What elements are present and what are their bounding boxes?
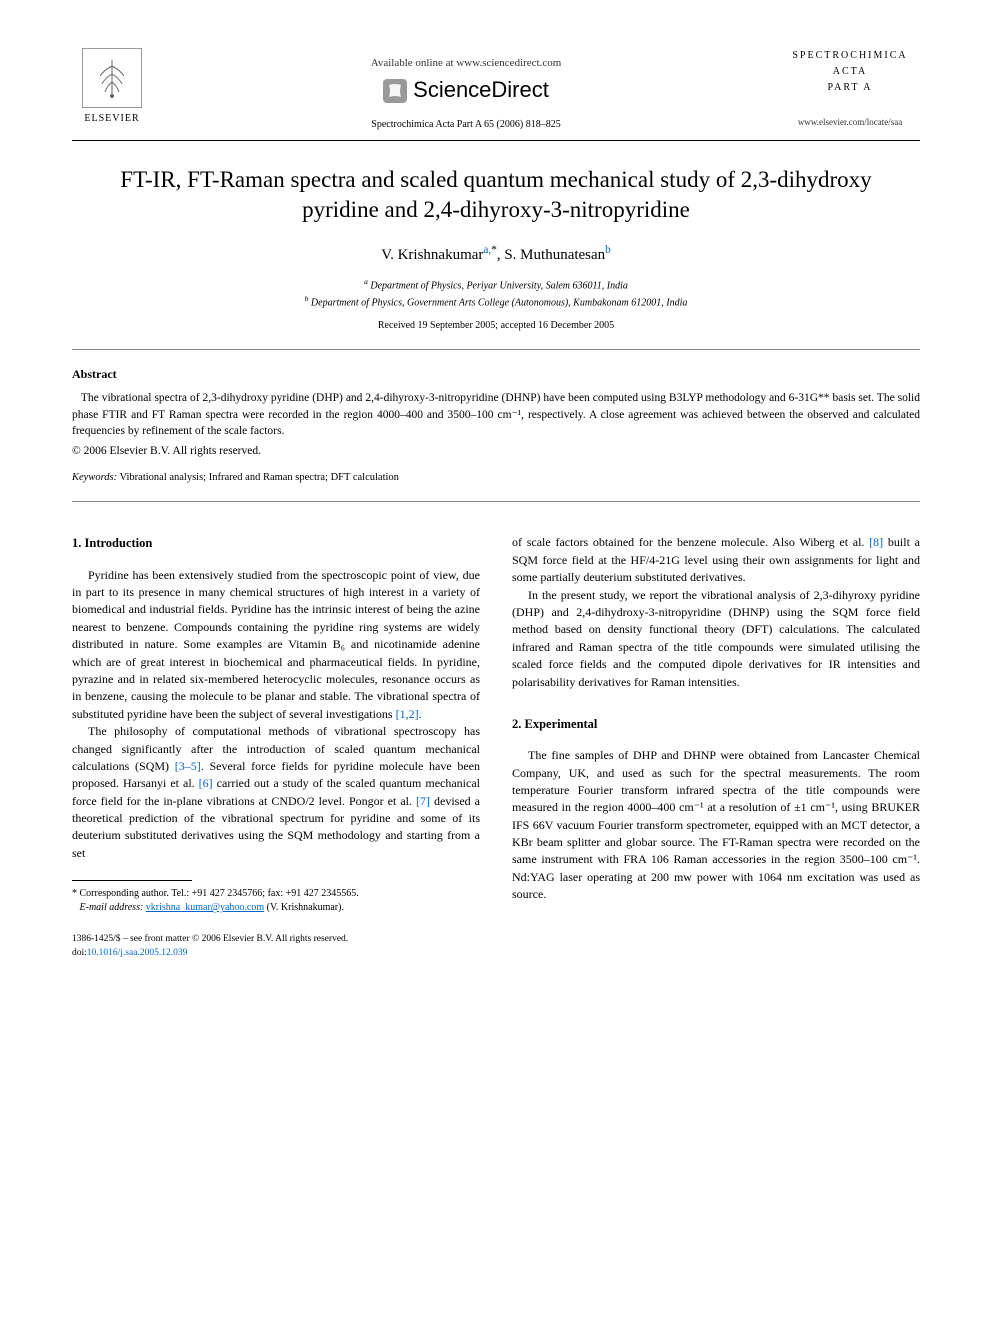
email-link[interactable]: vkrishna_kumar@yahoo.com: [146, 902, 264, 913]
journal-url: www.elsevier.com/locate/saa: [780, 116, 920, 129]
author-1: V. Krishnakumar: [381, 247, 483, 263]
abstract-bottom-divider: [72, 501, 920, 502]
ref-link-7[interactable]: [7]: [416, 794, 430, 808]
abstract-section: Abstract The vibrational spectra of 2,3-…: [72, 366, 920, 486]
doi-block: 1386-1425/$ – see front matter © 2006 El…: [72, 933, 480, 960]
author-2-affil: b: [605, 244, 611, 256]
article-dates: Received 19 September 2005; accepted 16 …: [72, 319, 920, 333]
authors: V. Krishnakumara,*, S. Muthunatesanb: [72, 243, 920, 266]
col2-p1a: of scale factors obtained for the benzen…: [512, 535, 869, 549]
elsevier-logo: ELSEVIER: [72, 48, 152, 126]
affiliations: a Department of Physics, Periyar Univers…: [72, 276, 920, 311]
sciencedirect-icon: [383, 79, 407, 103]
corresponding-author: * Corresponding author. Tel.: +91 427 23…: [72, 887, 480, 901]
available-online-text: Available online at www.sciencedirect.co…: [152, 56, 780, 71]
ref-link-3-5[interactable]: [3–5]: [175, 759, 201, 773]
abstract-body: The vibrational spectra of 2,3-dihydroxy…: [72, 392, 920, 436]
intro-p1-end: .: [419, 707, 422, 721]
affiliation-b: b Department of Physics, Government Arts…: [72, 293, 920, 310]
citation-line: Spectrochimica Acta Part A 65 (2006) 818…: [152, 118, 780, 132]
column-left: 1. Introduction Pyridine has been extens…: [72, 534, 480, 959]
keywords-text: Vibrational analysis; Infrared and Raman…: [117, 472, 399, 483]
ref-link-8[interactable]: [8]: [869, 535, 883, 549]
experimental-paragraph-1: The fine samples of DHP and DHNP were ob…: [512, 747, 920, 904]
elsevier-tree-icon: [82, 48, 142, 108]
abstract-text: The vibrational spectra of 2,3-dihydroxy…: [72, 390, 920, 438]
elsevier-label: ELSEVIER: [84, 112, 139, 126]
copyright: © 2006 Elsevier B.V. All rights reserved…: [72, 443, 920, 459]
keywords: Keywords: Vibrational analysis; Infrared…: [72, 471, 920, 486]
author-2: , S. Muthunatesan: [497, 247, 605, 263]
journal-title: SPECTROCHIMICA ACTA PART A: [780, 48, 920, 96]
footnote: * Corresponding author. Tel.: +91 427 23…: [72, 887, 480, 915]
email-author: (V. Krishnakumar).: [264, 902, 344, 913]
email-line: E-mail address: vkrishna_kumar@yahoo.com…: [72, 901, 480, 915]
ref-link-6[interactable]: [6]: [199, 776, 213, 790]
abstract-heading: Abstract: [72, 366, 920, 383]
affil-b-text: Department of Physics, Government Arts C…: [308, 298, 687, 309]
journal-title-line2: ACTA: [780, 64, 920, 80]
header-center: Available online at www.sciencedirect.co…: [152, 48, 780, 132]
journal-title-line3: PART A: [780, 80, 920, 96]
article-title: FT-IR, FT-Raman spectra and scaled quant…: [72, 165, 920, 225]
abstract-top-divider: [72, 349, 920, 350]
ref-link-1-2[interactable]: [1,2]: [396, 707, 419, 721]
experimental-heading: 2. Experimental: [512, 715, 920, 733]
intro-paragraph-2: The philosophy of computational methods …: [72, 723, 480, 862]
front-matter: 1386-1425/$ – see front matter © 2006 El…: [72, 933, 480, 946]
doi-line: doi:10.1016/j.saa.2005.12.039: [72, 947, 480, 960]
sciencedirect-text: ScienceDirect: [413, 75, 549, 106]
column-right: of scale factors obtained for the benzen…: [512, 534, 920, 959]
sciencedirect-brand: ScienceDirect: [152, 75, 780, 106]
journal-box: SPECTROCHIMICA ACTA PART A www.elsevier.…: [780, 48, 920, 129]
journal-title-line1: SPECTROCHIMICA: [780, 48, 920, 64]
footnote-separator: [72, 880, 192, 881]
affil-a-text: Department of Physics, Periyar Universit…: [368, 280, 628, 291]
email-label: E-mail address:: [80, 902, 144, 913]
journal-header: ELSEVIER Available online at www.science…: [72, 48, 920, 132]
intro-p1-text: Pyridine has been extensively studied fr…: [72, 568, 480, 721]
keywords-label: Keywords:: [72, 472, 117, 483]
col2-paragraph-2: In the present study, we report the vibr…: [512, 587, 920, 691]
intro-paragraph-1: Pyridine has been extensively studied fr…: [72, 567, 480, 724]
body-columns: 1. Introduction Pyridine has been extens…: [72, 534, 920, 959]
affiliation-a: a Department of Physics, Periyar Univers…: [72, 276, 920, 293]
intro-heading: 1. Introduction: [72, 534, 480, 552]
doi-link[interactable]: 10.1016/j.saa.2005.12.039: [87, 948, 188, 958]
doi-label: doi:: [72, 948, 87, 958]
header-divider: [72, 140, 920, 141]
col2-paragraph-1: of scale factors obtained for the benzen…: [512, 534, 920, 586]
